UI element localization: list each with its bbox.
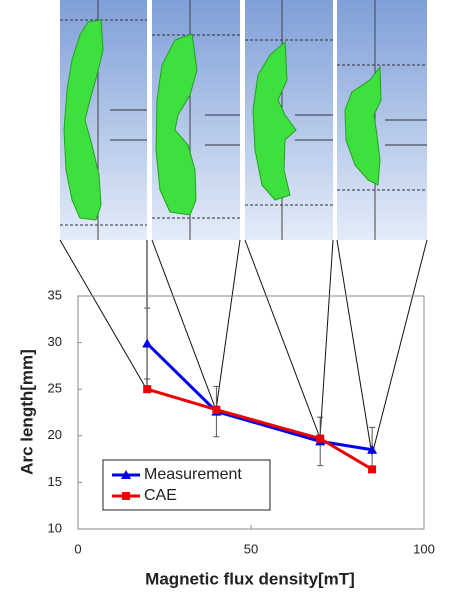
y-tick-label: 30 bbox=[48, 334, 62, 349]
marker bbox=[367, 444, 378, 454]
y-tick-label: 10 bbox=[48, 520, 62, 535]
y-tick-label: 35 bbox=[48, 287, 62, 302]
sim-panel bbox=[245, 0, 333, 240]
y-tick-label: 25 bbox=[48, 381, 62, 396]
legend-label: CAE bbox=[144, 487, 177, 504]
sim-panel bbox=[337, 0, 427, 240]
sim-panel bbox=[152, 0, 240, 240]
connector-lines bbox=[59, 239, 428, 456]
series-line bbox=[146, 387, 373, 471]
marker bbox=[316, 434, 325, 443]
x-axis-title: Magnetic flux density[mT] bbox=[145, 569, 355, 588]
x-tick-label: 50 bbox=[244, 541, 258, 556]
x-tick-label: 100 bbox=[413, 541, 435, 556]
legend-marker bbox=[122, 492, 130, 500]
y-axis-title: Arc length[mm] bbox=[17, 349, 36, 475]
marker bbox=[142, 338, 153, 348]
series-line bbox=[146, 342, 373, 452]
y-tick-label: 20 bbox=[48, 427, 62, 442]
simulation-images bbox=[60, 0, 427, 240]
legend-marker bbox=[121, 470, 131, 479]
marker bbox=[212, 405, 221, 414]
marker bbox=[143, 385, 152, 394]
x-tick-label: 0 bbox=[74, 541, 81, 556]
marker bbox=[368, 465, 377, 474]
legend-label: Measurement bbox=[144, 466, 242, 483]
sim-panel bbox=[60, 0, 147, 240]
legend-box bbox=[102, 459, 271, 511]
y-tick-label: 15 bbox=[48, 474, 62, 489]
